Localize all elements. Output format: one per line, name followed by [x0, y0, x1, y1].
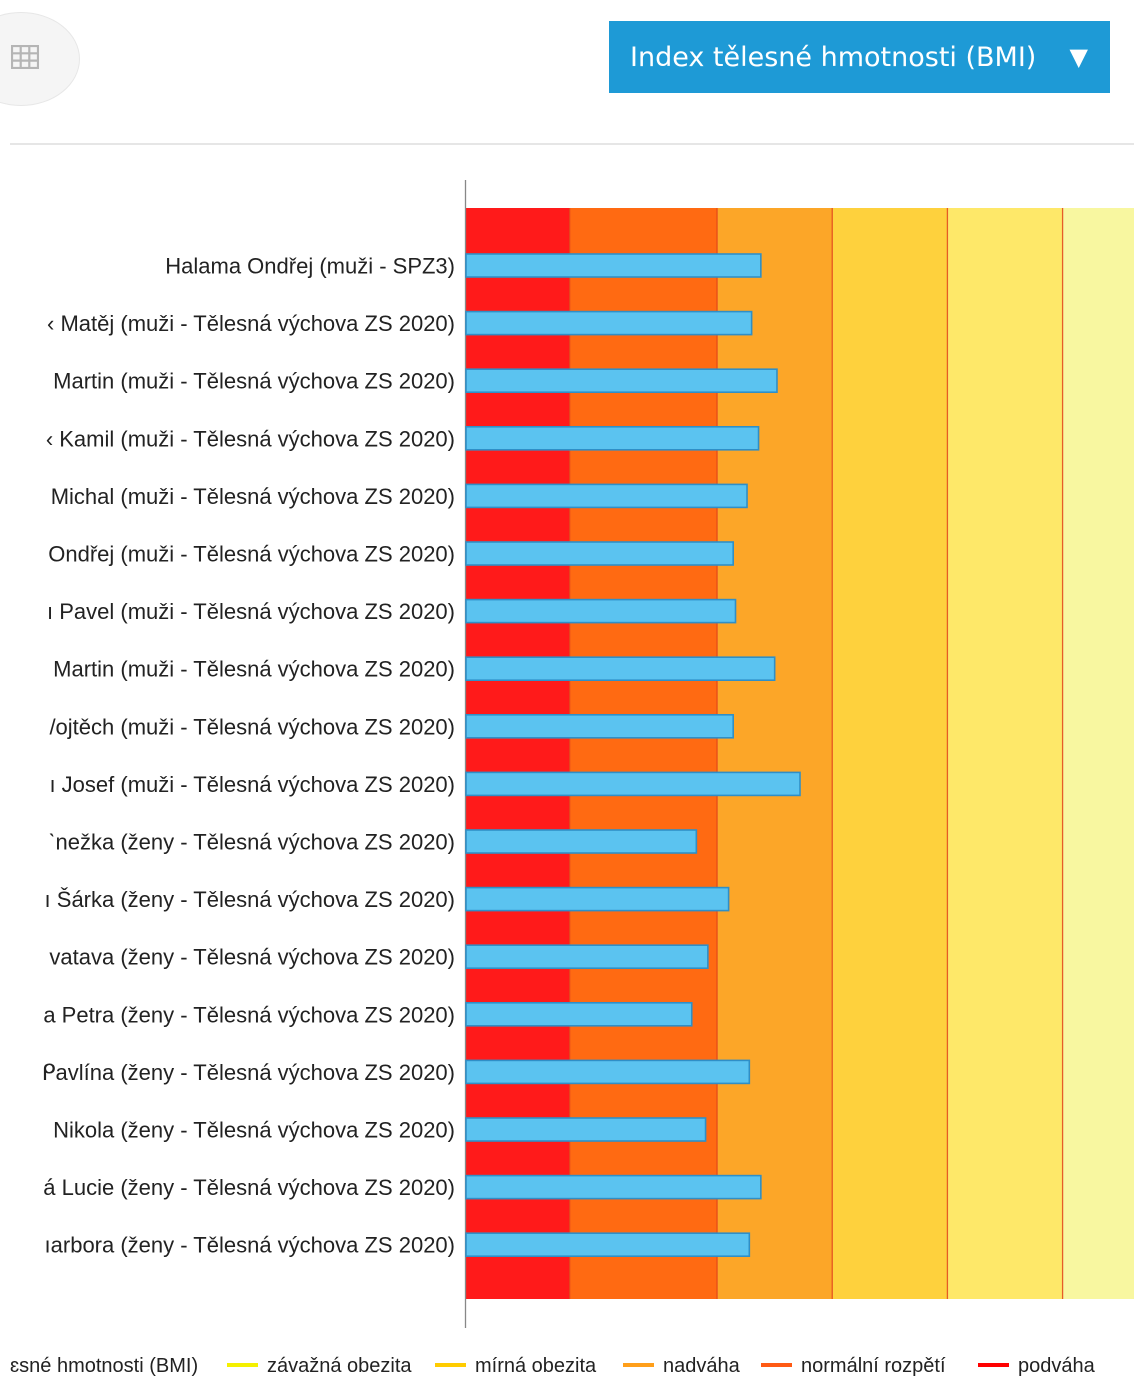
chevron-down-icon: ▼	[1069, 43, 1088, 71]
legend-swatch-2	[623, 1363, 654, 1367]
table-grid-icon	[11, 45, 39, 69]
bar-0[interactable]	[465, 253, 762, 278]
bar-16[interactable]	[465, 1174, 762, 1200]
bar-2[interactable]	[465, 368, 778, 394]
category-label-1: ‹ Matěj (muži - Tělesná výchova ZS 2020)	[47, 311, 455, 336]
category-label-13: a Petra (ženy - Tělesná výchova ZS 2020)	[43, 1002, 455, 1027]
legend-item-1[interactable]: mírná obezita	[475, 1355, 597, 1377]
bar-8[interactable]	[465, 713, 735, 739]
bar-3[interactable]	[465, 425, 760, 451]
plot-band-3	[832, 208, 948, 1299]
table-view-button[interactable]	[0, 12, 80, 106]
category-label-7: Martin (muži - Tělesná výchova ZS 2020)	[53, 657, 455, 682]
category-label-3: ‹ Kamil (muži - Tělesná výchova ZS 2020)	[46, 426, 455, 451]
category-label-12: vatava (ženy - Tělesná výchova ZS 2020)	[49, 945, 455, 970]
bar-6[interactable]	[465, 598, 737, 624]
category-label-4: Michal (muži - Tělesná výchova ZS 2020)	[51, 484, 455, 509]
metric-select-label: Index tělesné hmotnosti (BMI)	[630, 42, 1037, 73]
legend-series-label: ɛsné hmotnosti (BMI)	[10, 1355, 198, 1377]
category-label-8: /ojtěch (muži - Tělesná výchova ZS 2020)	[49, 714, 455, 739]
legend-swatch-3	[761, 1363, 792, 1367]
bar-11[interactable]	[465, 886, 730, 912]
bar-4[interactable]	[465, 483, 748, 509]
legend-item-4[interactable]: podváha	[1018, 1355, 1096, 1377]
legend-item-2[interactable]: nadváha	[663, 1355, 741, 1377]
bar-15[interactable]	[465, 1117, 707, 1142]
metric-select[interactable]: Index tělesné hmotnosti (BMI) ▼	[609, 21, 1110, 93]
bar-5[interactable]	[465, 541, 735, 566]
category-label-11: ı Šárka (ženy - Tělesná výchova ZS 2020)	[45, 887, 455, 912]
plot-band-4	[947, 208, 1063, 1299]
category-label-5: Ondřej (muži - Tělesná výchova ZS 2020)	[48, 542, 455, 567]
category-label-14: ᑭavlína (ženy - Tělesná výchova ZS 2020)	[42, 1060, 455, 1085]
category-label-17: ıarbora (ženy - Tělesná výchova ZS 2020)	[45, 1233, 455, 1258]
legend-swatch-1	[435, 1363, 466, 1367]
bar-1[interactable]	[465, 310, 753, 336]
legend-item-3[interactable]: normální rozpětí	[801, 1355, 946, 1377]
bar-9[interactable]	[465, 771, 801, 797]
divider	[10, 143, 1134, 145]
bar-7[interactable]	[465, 656, 776, 682]
category-label-2: Martin (muži - Tělesná výchova ZS 2020)	[53, 369, 455, 394]
legend-swatch-4	[978, 1363, 1009, 1367]
category-label-0: Halama Ondřej (muži - SPZ3)	[165, 254, 455, 279]
bmi-bar-chart: Halama Ondřej (muži - SPZ3) ‹ Matěj (muži…	[10, 180, 1134, 1377]
bar-14[interactable]	[465, 1059, 751, 1085]
legend-swatch-0	[227, 1363, 258, 1367]
category-label-15: Nikola (ženy - Tělesná výchova ZS 2020)	[53, 1118, 455, 1143]
bar-10[interactable]	[465, 829, 698, 854]
category-label-16: á Lucie (ženy - Tělesná výchova ZS 2020)	[43, 1175, 455, 1200]
legend-item-0[interactable]: závažná obezita	[267, 1355, 412, 1377]
category-label-10: ˋnežka (ženy - Tělesná výchova ZS 2020)	[48, 830, 455, 855]
category-label-6: ı Pavel (muži - Tělesná výchova ZS 2020)	[47, 599, 455, 624]
category-label-9: ı Josef (muži - Tělesná výchova ZS 2020)	[49, 772, 455, 797]
bar-13[interactable]	[465, 1001, 693, 1027]
bar-17[interactable]	[465, 1232, 751, 1257]
bar-12[interactable]	[465, 944, 709, 970]
